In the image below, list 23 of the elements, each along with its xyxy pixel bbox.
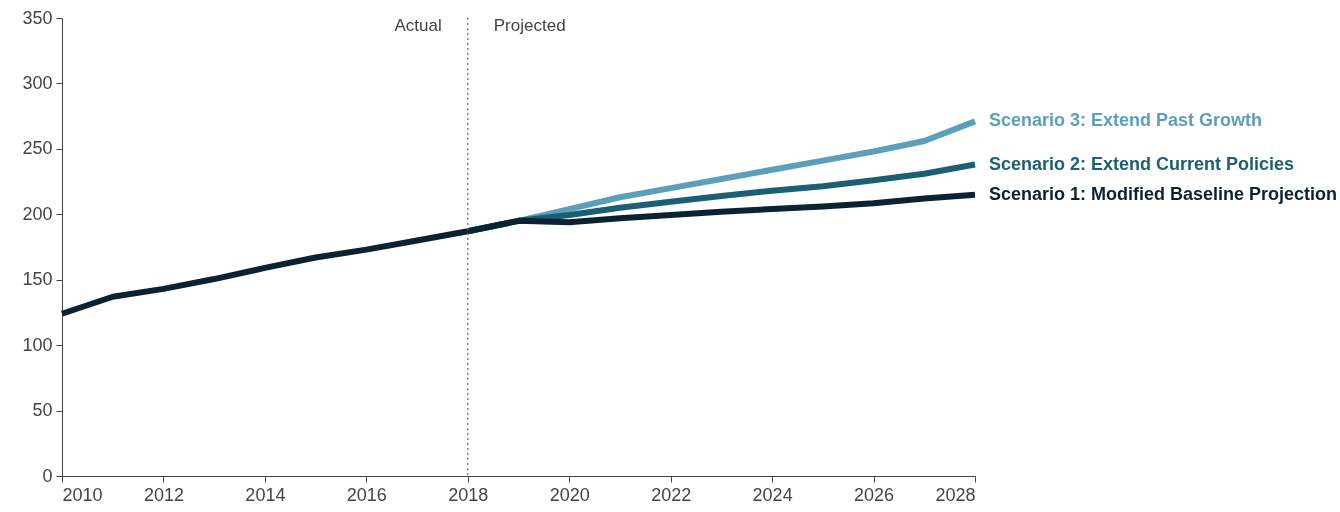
- annotation: Projected: [493, 16, 566, 35]
- series-label: Scenario 3: Extend Past Growth: [989, 110, 1263, 131]
- series-label: Scenario 2: Extend Current Policies: [989, 153, 1295, 174]
- x-tick-label: 2012: [143, 484, 184, 505]
- x-tick-label: 2024: [752, 484, 793, 505]
- series-label: Scenario 1: Modified Baseline Projection: [989, 183, 1338, 204]
- x-tick-label: 2028: [935, 484, 976, 505]
- y-tick-label: 200: [22, 203, 53, 224]
- y-tick-label: 100: [22, 334, 53, 355]
- annotation: Actual: [394, 16, 442, 35]
- x-tick-label: 2018: [448, 484, 489, 505]
- y-tick-label: 300: [22, 72, 53, 93]
- y-tick-label: 150: [22, 269, 53, 290]
- y-tick-label: 350: [22, 7, 53, 28]
- x-tick-label: 2020: [549, 484, 590, 505]
- x-tick-label: 2016: [346, 484, 387, 505]
- x-tick-label: 2022: [651, 484, 692, 505]
- y-tick-label: 50: [32, 400, 53, 421]
- x-tick-label: 2010: [62, 484, 103, 505]
- y-tick-label: 250: [22, 138, 53, 159]
- y-tick-label: 0: [42, 465, 53, 486]
- x-tick-label: 2026: [854, 484, 895, 505]
- x-tick-label: 2014: [245, 484, 286, 505]
